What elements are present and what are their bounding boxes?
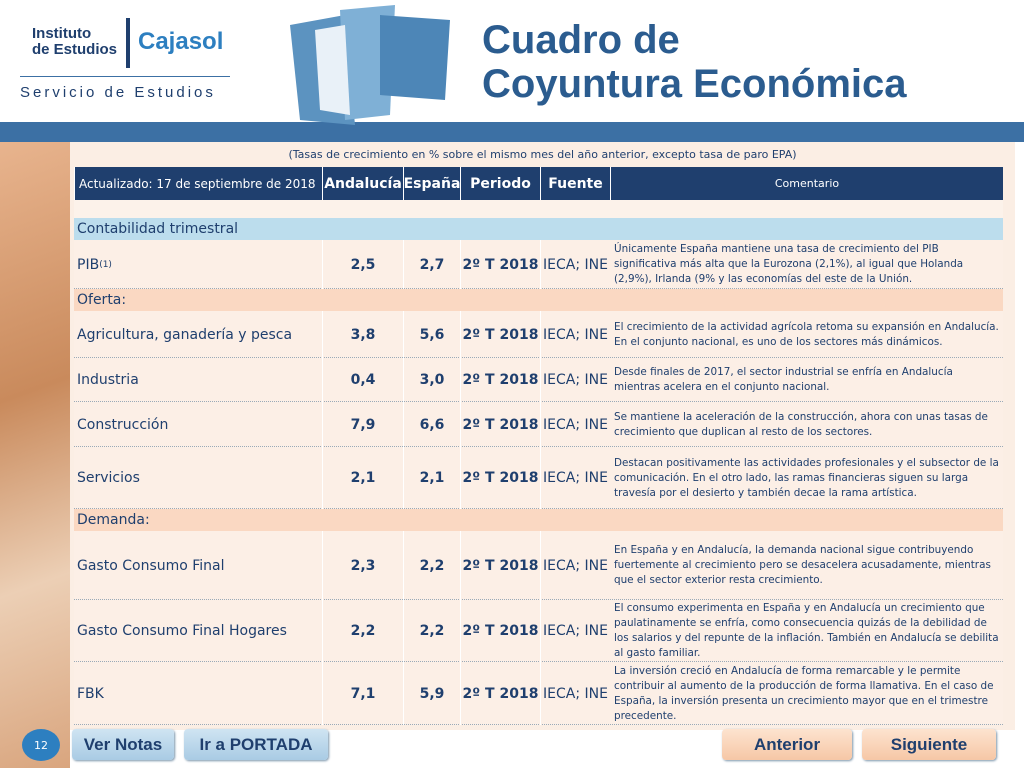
cell-comentario: Se mantiene la aceleración de la constru…: [614, 410, 988, 438]
cell-espana: 5,6: [403, 311, 460, 358]
row-label: Construcción: [77, 402, 322, 447]
logo-line: Instituto: [32, 25, 92, 42]
data-row: [74, 662, 1003, 725]
cell-comentario: El crecimiento de la actividad agrícola …: [614, 320, 999, 348]
books-illustration: [290, 5, 450, 125]
cell-andalucia: 2,3: [322, 531, 403, 600]
spacer-row: [74, 200, 1003, 218]
column-header: Andalucía: [322, 167, 403, 200]
cell-fuente: IECA; INE: [540, 600, 610, 662]
data-row: [74, 600, 1003, 662]
cell-fuente: IECA; INE: [540, 447, 610, 509]
logo-brand: Cajasol: [138, 28, 224, 55]
column-header: Comentario: [610, 167, 1003, 200]
row-label: Gasto Consumo Final: [77, 531, 322, 600]
row-label: Servicios: [77, 447, 322, 509]
label-text: Construcción: [77, 416, 169, 433]
cell-espana: 2,7: [403, 240, 460, 289]
cell-andalucia: 7,9: [322, 402, 403, 447]
cell-espana: 2,1: [403, 447, 460, 509]
cell-andalucia: 2,1: [322, 447, 403, 509]
cell-periodo: 2º T 2018: [460, 531, 540, 600]
home-button[interactable]: Ir a PORTADA: [184, 729, 328, 760]
title-line: Cuadro de: [482, 18, 680, 62]
data-row: [74, 402, 1003, 447]
label-text: Gasto Consumo Final: [77, 557, 225, 574]
cell-espana: 2,2: [403, 600, 460, 662]
cell-andalucia: 0,4: [322, 358, 403, 402]
cell-periodo: 2º T 2018: [460, 240, 540, 289]
cell-espana: 6,6: [403, 402, 460, 447]
side-photo: [0, 142, 70, 768]
cell-espana: 3,0: [403, 358, 460, 402]
page-number: 12: [22, 729, 60, 761]
cell-espana: 2,2: [403, 531, 460, 600]
cell-andalucia: 2,5: [322, 240, 403, 289]
blue-band: [0, 122, 1024, 142]
cell-andalucia: 3,8: [322, 311, 403, 358]
cell-comentario: Destacan positivamente las actividades p…: [614, 456, 999, 499]
section-label: Demanda:: [77, 512, 150, 528]
cell-comentario: Únicamente España mantiene una tasa de c…: [614, 243, 964, 285]
column-header: Periodo: [460, 167, 540, 200]
cell-comentario: El consumo experimenta en España y en An…: [614, 602, 999, 659]
section-label: Contabilidad trimestral: [77, 221, 239, 237]
prev-button[interactable]: Anterior: [722, 729, 852, 760]
column-header: España: [403, 167, 460, 200]
cell-periodo: 2º T 2018: [460, 662, 540, 725]
column-header: Actualizado: 17 de septiembre de 2018: [74, 167, 322, 200]
data-row: [74, 531, 1003, 600]
label-text: PIB: [77, 256, 100, 273]
next-button[interactable]: Siguiente: [862, 729, 996, 760]
cell-periodo: 2º T 2018: [460, 311, 540, 358]
title: Cuadro de Coyuntura Económica: [482, 18, 907, 106]
cell-fuente: IECA; INE: [540, 402, 610, 447]
row-label: PIB (1): [77, 240, 322, 289]
footnote-ref: (1): [99, 259, 112, 270]
row-label: Industria: [77, 358, 322, 402]
title-line: Coyuntura Económica: [482, 62, 907, 106]
data-row: [74, 447, 1003, 509]
cell-comentario: Desde finales de 2017, el sector industr…: [614, 366, 953, 393]
section-label: Oferta:: [77, 292, 127, 308]
section-row: [74, 218, 1003, 240]
data-row: [74, 358, 1003, 402]
cell-fuente: IECA; INE: [540, 311, 610, 358]
label-text: Industria: [77, 372, 139, 388]
label-text: Servicios: [77, 470, 140, 486]
section-row: [74, 509, 1003, 531]
cell-periodo: 2º T 2018: [460, 358, 540, 402]
cell-fuente: IECA; INE: [540, 358, 610, 402]
logo-divider: [126, 18, 130, 68]
logo-text: Instituto de Estudios: [32, 26, 117, 58]
cell-fuente: IECA; INE: [540, 531, 610, 600]
label-text: Agricultura, ganadería y pesca: [77, 326, 293, 343]
cell-andalucia: 2,2: [322, 600, 403, 662]
cell-periodo: 2º T 2018: [460, 447, 540, 509]
cell-espana: 5,9: [403, 662, 460, 725]
cell-comentario: En España y en Andalucía, la demanda nac…: [614, 544, 991, 586]
row-label: FBK: [77, 662, 322, 725]
table-note: (Tasas de crecimiento en % sobre el mism…: [288, 148, 797, 161]
cell-comentario: La inversión creció en Andalucía de form…: [614, 664, 994, 722]
row-label: Agricultura, ganadería y pesca: [77, 311, 322, 358]
label-text: Gasto Consumo Final Hogares: [77, 623, 287, 639]
cell-periodo: 2º T 2018: [460, 600, 540, 662]
cell-periodo: 2º T 2018: [460, 402, 540, 447]
cell-andalucia: 7,1: [322, 662, 403, 725]
notes-button[interactable]: Ver Notas: [72, 729, 174, 760]
row-label: Gasto Consumo Final Hogares: [77, 600, 322, 662]
label-text: FBK: [77, 685, 104, 702]
column-header: Fuente: [540, 167, 610, 200]
service: Servicio de Estudios: [20, 76, 230, 110]
data-row: [74, 240, 1003, 289]
data-row: [74, 311, 1003, 358]
logo-line: de Estudios: [32, 41, 118, 58]
cell-fuente: IECA; INE: [540, 240, 610, 289]
section-row: [74, 289, 1003, 311]
cell-fuente: IECA; INE: [540, 662, 610, 725]
